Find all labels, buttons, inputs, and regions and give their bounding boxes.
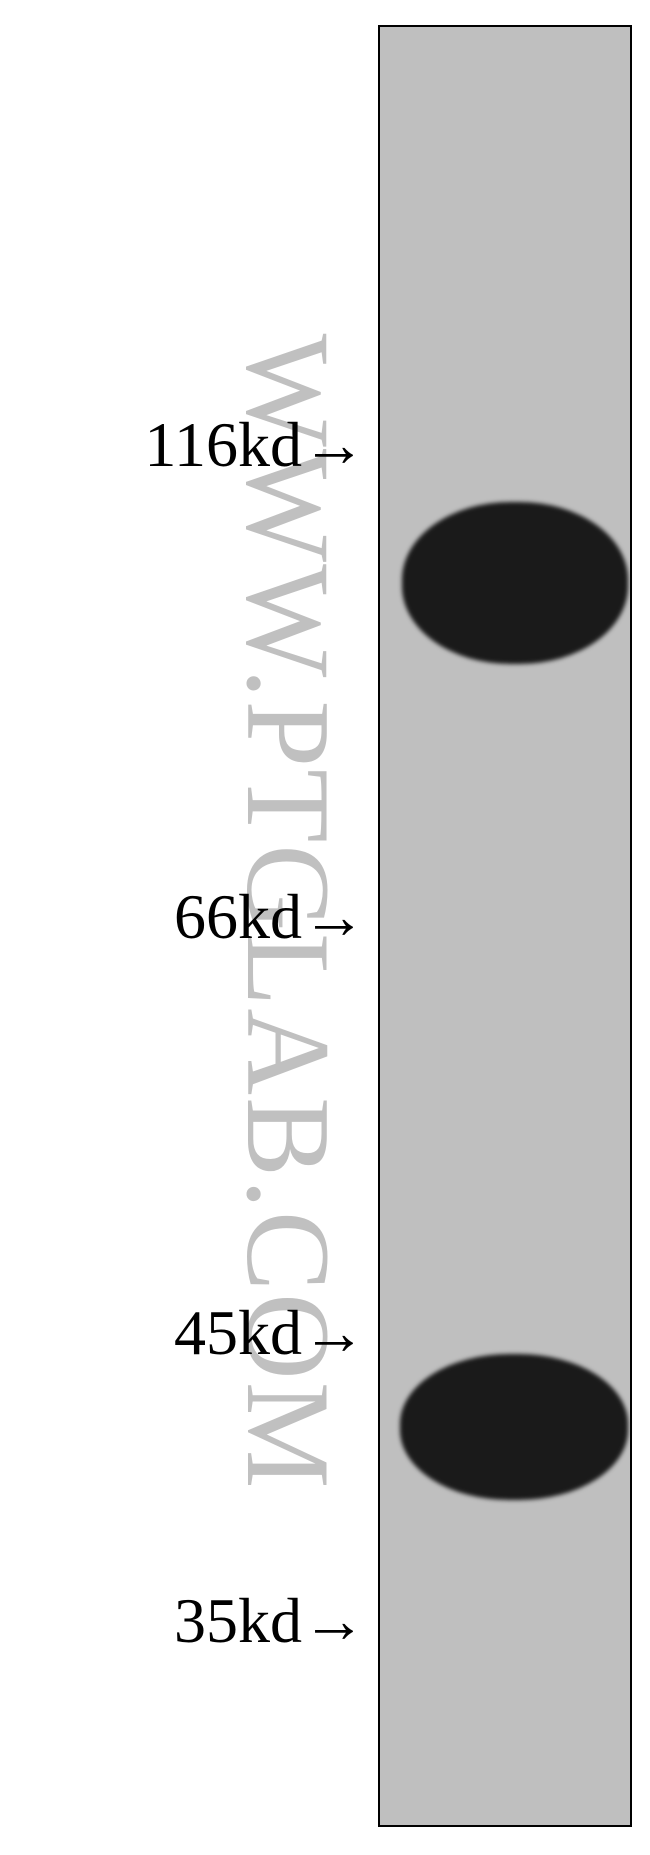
band-upper (402, 502, 628, 664)
marker-66kd: 66kd→ (174, 880, 366, 954)
blot-container: WWW.PTGLAB.COM 116kd→ 66kd→ 45kd→ 35kd→ (0, 0, 650, 1855)
blot-lane (378, 25, 632, 1827)
band-lower (400, 1354, 628, 1500)
marker-116kd: 116kd→ (144, 408, 366, 482)
marker-35kd: 35kd→ (174, 1584, 366, 1658)
marker-45kd: 45kd→ (174, 1296, 366, 1370)
